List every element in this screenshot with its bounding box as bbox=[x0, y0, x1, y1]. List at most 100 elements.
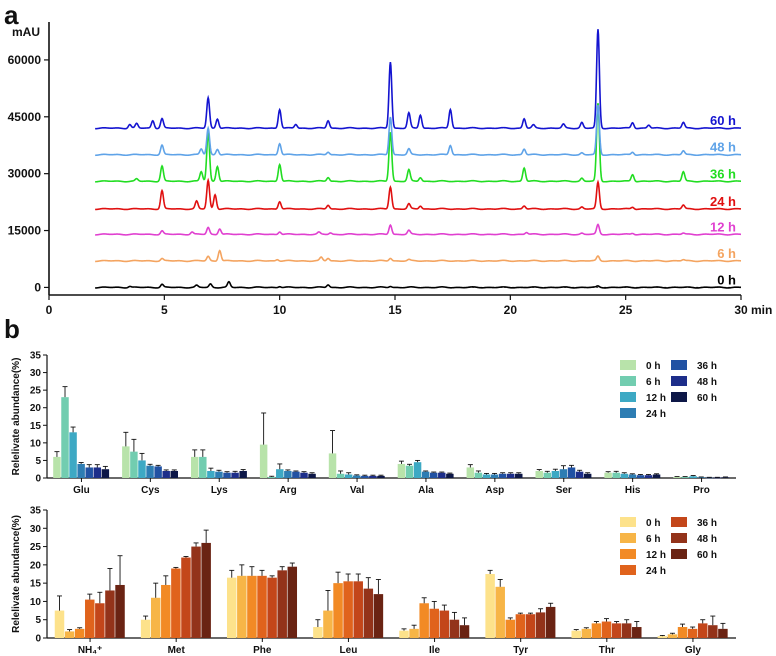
top-bar-ala-6-h bbox=[405, 465, 414, 478]
bottom-x-tick-label: Met bbox=[168, 645, 186, 656]
top-legend-label-0-h: 0 h bbox=[646, 361, 660, 372]
bottom-bar-phe-0-h bbox=[227, 577, 237, 638]
bottom-bar-nh-24-h bbox=[85, 599, 95, 638]
bottom-bar-ile-0-h bbox=[399, 630, 409, 638]
top-bar-asp-60-h bbox=[515, 473, 523, 478]
bottom-legend-label-0-h: 0 h bbox=[646, 518, 660, 529]
top-bar-arg-36-h bbox=[292, 471, 300, 478]
x-tick-label: 25 bbox=[619, 303, 633, 317]
trace-label-36-h: 36 h bbox=[710, 166, 736, 181]
bottom-bar-phe-48-h bbox=[277, 570, 287, 638]
bottom-bar-leu-48-h bbox=[363, 588, 374, 638]
bottom-bar-leu-24-h bbox=[343, 581, 353, 638]
top-legend-label-48-h: 48 h bbox=[697, 377, 717, 388]
top-bar-pro-48-h bbox=[713, 477, 722, 479]
top-y-tick-label: 30 bbox=[30, 368, 42, 379]
top-bar-his-24-h bbox=[628, 474, 637, 478]
top-bar-lys-0-h bbox=[191, 456, 199, 478]
top-bar-arg-6-h bbox=[267, 476, 276, 478]
bottom-bar-nh-12-h bbox=[74, 628, 85, 638]
top-bar-lys-36-h bbox=[223, 472, 231, 478]
trace-label-0-h: 0 h bbox=[717, 272, 736, 287]
y-tick-label: 0 bbox=[34, 280, 41, 294]
amino-acid-bar-chart-top: Relelivate abundance(%) 0 5 10 15 20 25 30 35 Glu… bbox=[11, 351, 736, 496]
trace-label-60-h: 60 h bbox=[710, 113, 736, 128]
bottom-x-tick-label: Leu bbox=[340, 645, 358, 656]
top-bar-lys-12-h bbox=[207, 470, 215, 478]
bottom-bar-tyr-12-h bbox=[505, 619, 516, 638]
bottom-legend-label-24-h: 24 h bbox=[646, 566, 666, 577]
top-y-tick-label: 0 bbox=[35, 474, 41, 485]
top-bar-ala-48-h bbox=[438, 472, 446, 478]
top-bar-val-6-h bbox=[336, 473, 345, 478]
bottom-bar-gly-48-h bbox=[708, 625, 718, 638]
trace-24-h bbox=[95, 177, 742, 211]
top-bar-pro-36-h bbox=[705, 477, 714, 479]
top-legend-swatch-36-h bbox=[671, 360, 687, 370]
top-bar-his-12-h bbox=[620, 473, 629, 478]
bottom-legend-label-6-h: 6 h bbox=[646, 534, 660, 545]
top-y-tick-label: 35 bbox=[30, 351, 42, 362]
bottom-bar-thr-0-h bbox=[571, 630, 581, 638]
top-bar-asp-24-h bbox=[490, 474, 499, 478]
top-bar-cys-6-h bbox=[130, 451, 138, 478]
bottom-bar-gly-12-h bbox=[677, 627, 688, 638]
bottom-bar-thr-6-h bbox=[581, 628, 592, 638]
top-bar-ser-24-h bbox=[559, 469, 568, 478]
top-bar-ala-0-h bbox=[397, 463, 406, 478]
top-bar-val-12-h bbox=[344, 474, 353, 478]
panel-b-letter: b bbox=[4, 314, 20, 344]
top-bar-lys-24-h bbox=[215, 471, 223, 478]
bottom-bar-phe-36-h bbox=[267, 577, 277, 638]
top-bar-ser-48-h bbox=[575, 471, 584, 478]
bottom-y-tick-label: 10 bbox=[30, 597, 42, 608]
top-bar-ala-36-h bbox=[429, 472, 438, 478]
x-tick-label: 10 bbox=[273, 303, 287, 317]
top-bar-val-60-h bbox=[377, 475, 385, 478]
bottom-x-tick-label: Gly bbox=[685, 645, 702, 656]
trace-60-h bbox=[95, 29, 742, 130]
y-unit-label: mAU bbox=[12, 25, 40, 39]
y-tick-label: 15000 bbox=[8, 224, 42, 238]
bottom-bar-nh-36-h bbox=[95, 603, 105, 638]
bottom-bar-thr-60-h bbox=[632, 627, 642, 638]
top-bar-his-0-h bbox=[604, 472, 612, 478]
bottom-bar-leu-60-h bbox=[373, 594, 384, 638]
top-bar-pro-12-h bbox=[689, 476, 697, 478]
top-bar-pro-0-h bbox=[673, 476, 681, 478]
bottom-y-tick-label: 15 bbox=[30, 579, 42, 590]
trace-label-24-h: 24 h bbox=[710, 194, 736, 209]
top-bar-glu-24-h bbox=[77, 463, 85, 478]
top-bar-glu-60-h bbox=[101, 469, 110, 478]
bottom-bar-ile-48-h bbox=[449, 619, 460, 638]
bottom-bar-ile-12-h bbox=[419, 603, 429, 638]
top-bar-ala-24-h bbox=[421, 471, 430, 478]
bottom-bar-nh-0-h bbox=[54, 610, 65, 638]
bottom-bar-leu-0-h bbox=[313, 627, 323, 638]
top-x-tick-label: Lys bbox=[211, 485, 228, 496]
x-axis-label: min bbox=[751, 303, 772, 317]
top-legend-swatch-60-h bbox=[671, 392, 687, 402]
bottom-x-tick-label: NH₄⁺ bbox=[78, 645, 103, 656]
top-y-axis-label: Relelivate abundance(%) bbox=[11, 358, 22, 476]
bottom-legend-swatch-24-h bbox=[620, 565, 636, 575]
top-bar-arg-60-h bbox=[308, 473, 316, 478]
top-y-tick-label: 5 bbox=[35, 456, 41, 467]
top-bar-asp-12-h bbox=[482, 474, 491, 478]
top-bar-val-24-h bbox=[353, 475, 361, 478]
top-bar-his-48-h bbox=[644, 475, 653, 478]
top-bar-glu-48-h bbox=[93, 467, 102, 478]
top-x-tick-label: Asp bbox=[485, 485, 504, 496]
bottom-x-tick-label: Tyr bbox=[513, 645, 528, 656]
top-x-tick-label: Cys bbox=[141, 485, 160, 496]
bottom-bar-tyr-60-h bbox=[545, 606, 556, 638]
bottom-bar-ile-24-h bbox=[429, 608, 440, 638]
bottom-bar-nh-60-h bbox=[115, 584, 125, 638]
top-bar-ala-12-h bbox=[413, 462, 422, 478]
bottom-bar-gly-36-h bbox=[697, 623, 708, 638]
bottom-bar-ile-60-h bbox=[459, 625, 470, 638]
trace-36-h bbox=[95, 103, 742, 183]
bottom-y-tick-label: 0 bbox=[35, 634, 41, 645]
bottom-bar-thr-12-h bbox=[591, 623, 602, 638]
top-x-tick-label: Glu bbox=[73, 485, 90, 496]
